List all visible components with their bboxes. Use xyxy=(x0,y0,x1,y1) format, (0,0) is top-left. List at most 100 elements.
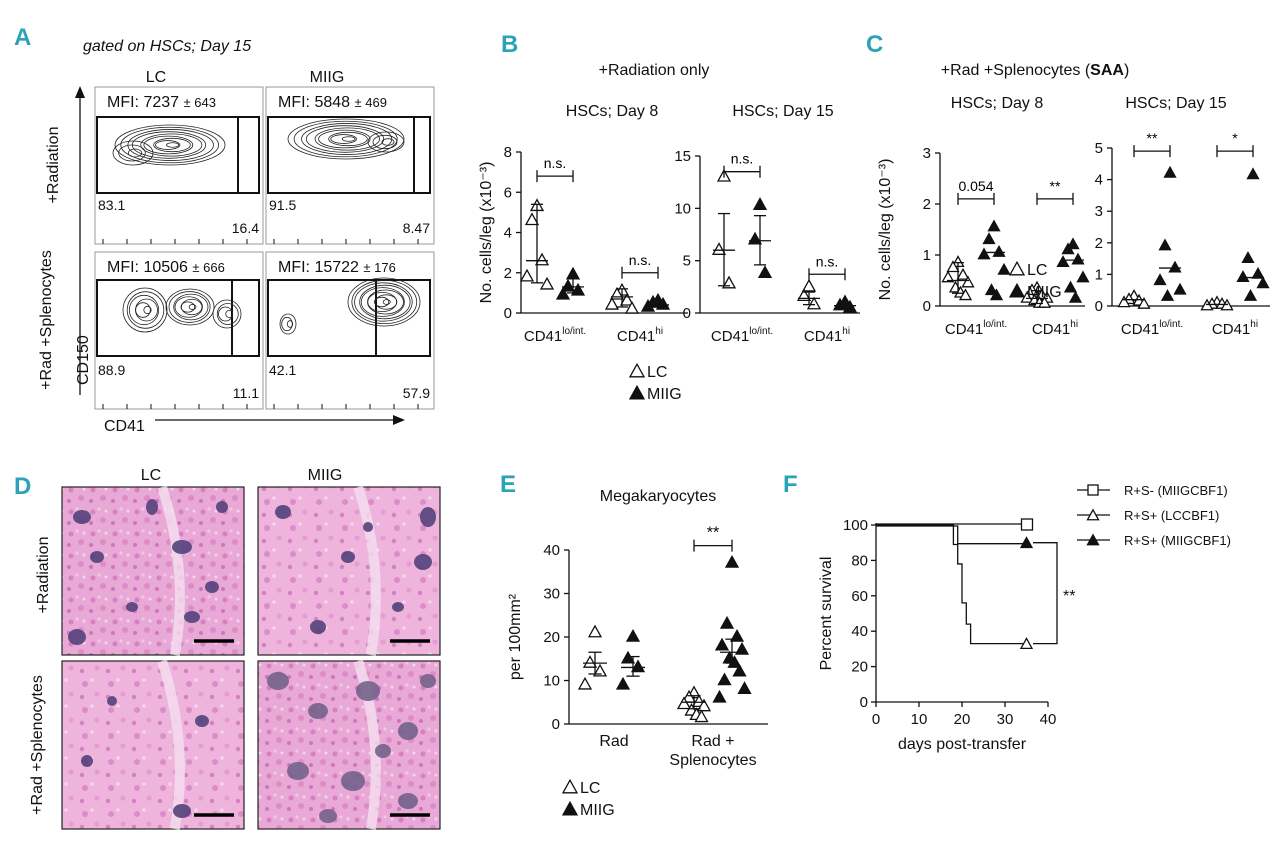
panel-d: D LC MIIG +Radiation +Rad +Splenocytes xyxy=(14,467,441,830)
histology-image xyxy=(257,485,441,656)
megakaryocyte xyxy=(414,554,432,570)
flow-plot: MFI: 5848 ± 469 91.5 8.47 xyxy=(265,86,435,245)
point-lc xyxy=(676,696,692,710)
chart-e-megakaryocytes: Megakaryocytes 0 10 20 30 40 per 100mm² Rad Rad … xyxy=(507,488,768,769)
chart-title: HSCs; Day 15 xyxy=(732,103,833,120)
significance-bracket-label: ** xyxy=(707,525,719,542)
x-category-label: CD41lo/int. xyxy=(711,326,773,345)
x-tick-label: 30 xyxy=(997,711,1014,728)
point-miig xyxy=(1061,242,1075,255)
y-tick-label: 10 xyxy=(543,673,560,690)
y-tick-label: 4 xyxy=(1095,172,1103,189)
significance-bracket-label: n.s. xyxy=(544,155,567,171)
panel-c: C +Rad +Splenocytes (SAA) HSCs; Day 8 0 1 2… xyxy=(866,31,1270,338)
legend-marker xyxy=(1087,484,1099,496)
survival-curve xyxy=(876,524,1027,645)
mfi-value: MFI: 7237 ± 643 xyxy=(107,94,216,111)
chart-title: HSCs; Day 8 xyxy=(951,95,1044,112)
contour-line xyxy=(112,140,154,166)
megakaryocyte xyxy=(275,505,291,519)
contour-line xyxy=(372,134,398,150)
survival-curve xyxy=(876,525,1027,545)
flow-plot-frame xyxy=(265,86,435,245)
point-miig xyxy=(714,637,730,651)
x-category-label: CD41lo/int. xyxy=(945,319,1007,338)
y-tick-label: 2 xyxy=(923,196,931,213)
point-miig xyxy=(1153,273,1167,286)
y-tick-label: 8 xyxy=(504,144,512,161)
point-miig xyxy=(1158,238,1172,251)
contour-line xyxy=(318,129,371,149)
point-miig xyxy=(1160,289,1175,301)
mfi-value: MFI: 5848 ± 469 xyxy=(278,94,387,111)
y-tick-label: 0 xyxy=(1095,298,1103,315)
contour-line xyxy=(128,294,160,326)
x-tick-label: 10 xyxy=(911,711,928,728)
point-miig xyxy=(1168,260,1182,273)
x-category-label: CD41lo/int. xyxy=(1121,319,1183,338)
contour-line xyxy=(382,299,391,305)
contour-line xyxy=(120,126,219,164)
tissue-streak xyxy=(353,485,381,656)
flow-plot-frame xyxy=(94,86,264,245)
point-miig xyxy=(1066,237,1080,250)
contour-line xyxy=(168,291,211,323)
y-tick-label: 1 xyxy=(1095,266,1103,283)
contour-line xyxy=(330,134,357,144)
legend-label-miig: MIIG xyxy=(647,386,682,403)
point-lc xyxy=(1117,295,1131,308)
panel-letter-a: A xyxy=(14,24,31,51)
tissue-section xyxy=(257,660,441,830)
legend-label-lc: LC xyxy=(580,780,600,797)
panel-letter-b: B xyxy=(501,31,518,58)
mfi-value: MFI: 10506 ± 666 xyxy=(107,259,225,276)
contour-line xyxy=(155,140,181,150)
point-miig xyxy=(1068,290,1083,303)
flow-plot: MFI: 10506 ± 666 88.9 11.1 xyxy=(94,251,264,410)
point-lc xyxy=(941,270,955,283)
y-tick-label: 2 xyxy=(504,265,512,282)
point-lc xyxy=(801,278,817,292)
x-category-label: CD41hi xyxy=(1212,319,1258,338)
panel-a-col-lc: LC xyxy=(146,69,166,86)
mfi-value: MFI: 15722 ± 176 xyxy=(278,259,396,276)
y-tick-label: 5 xyxy=(1095,140,1103,157)
x-category-label: CD41hi xyxy=(804,326,850,345)
point-miig xyxy=(984,283,999,296)
legend-marker-lc xyxy=(628,362,646,378)
significance-bracket-label: ** xyxy=(1147,130,1158,146)
chart-b-day8: HSCs; Day 8 0 2 4 6 8 No. cells/leg (x10⁻³) CD4… xyxy=(478,103,688,345)
legend-marker-lc xyxy=(561,778,579,794)
y-tick-label: 40 xyxy=(851,623,868,640)
point-miig xyxy=(1071,252,1085,265)
y-tick-label: 60 xyxy=(851,588,868,605)
contour-line xyxy=(212,299,242,329)
megakaryocyte xyxy=(363,522,373,532)
contour-line xyxy=(287,118,405,160)
point-lc xyxy=(619,292,635,306)
legend-label-miig: MIIG xyxy=(1027,284,1062,301)
gate-percent-left: 88.9 xyxy=(98,362,125,378)
point-lc xyxy=(539,276,555,290)
legend-label: R+S+ (MIIGCBF1) xyxy=(1124,533,1231,548)
megakaryocyte xyxy=(398,722,418,740)
chart-c-day8: HSCs; Day 8 0 1 2 3 No. cells/leg (x10⁻³) CD41… xyxy=(877,95,1090,338)
point-miig xyxy=(842,299,858,313)
point-miig xyxy=(1241,251,1255,264)
legend-marker xyxy=(1086,533,1100,546)
y-axis-label: No. cells/leg (x10⁻³) xyxy=(877,159,894,301)
curve-end-marker xyxy=(1019,637,1034,650)
megakaryocyte xyxy=(310,620,326,634)
contour-line xyxy=(135,298,158,322)
panel-letter-f: F xyxy=(783,471,798,498)
contour-line xyxy=(118,144,146,162)
point-miig xyxy=(729,628,745,642)
significance-label: ** xyxy=(1063,588,1075,605)
megakaryocyte xyxy=(81,755,93,767)
chart-title: HSCs; Day 15 xyxy=(1125,95,1226,112)
gate-percent-right: 8.47 xyxy=(403,220,430,236)
point-lc xyxy=(956,267,970,280)
chart-b-day15: HSCs; Day 15 0 5 10 15 CD41lo/int. CD41hi n.s. n… xyxy=(674,103,860,345)
gate-percent-right: 11.1 xyxy=(233,385,259,401)
chart-title: HSCs; Day 8 xyxy=(566,103,659,120)
